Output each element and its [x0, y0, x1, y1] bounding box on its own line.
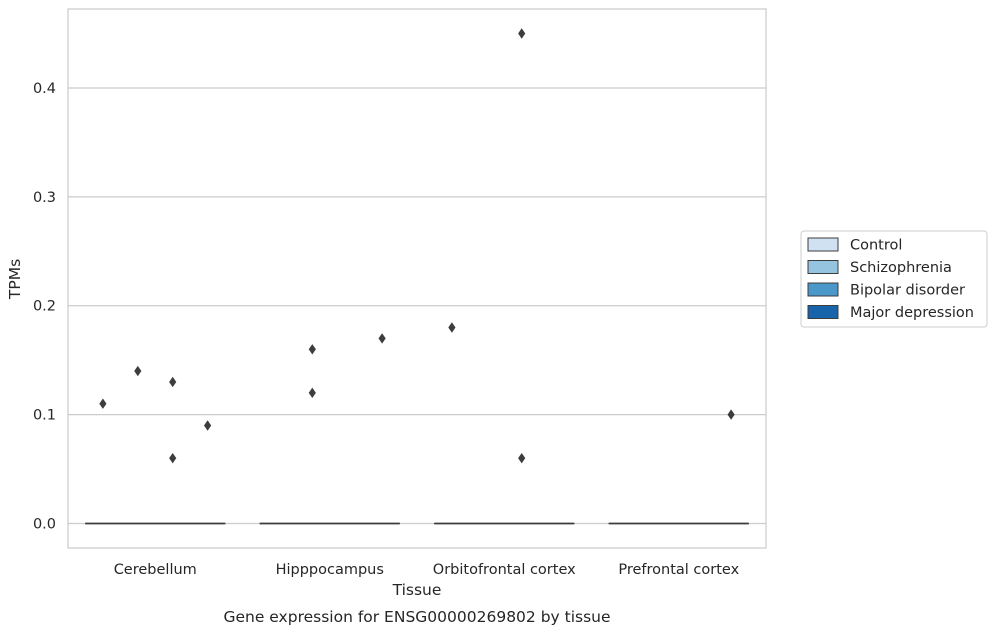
legend-label: Major depression: [850, 305, 974, 321]
y-tick-labels: 0.0 0.1 0.2 0.3 0.4: [33, 81, 56, 533]
x-tick-labels: Cerebellum Hipppocampus Orbitofrontal cort…: [114, 562, 740, 578]
outlier-point: [308, 344, 316, 355]
legend: Control Schizophrenia Bipolar disorder Majo…: [800, 230, 988, 328]
legend-frame: [800, 230, 988, 328]
chart-caption: Gene expression for ENSG00000269802 by t…: [223, 608, 610, 626]
outlier-point: [448, 322, 456, 333]
outlier-point: [727, 409, 735, 420]
x-tick-label: Cerebellum: [114, 562, 197, 578]
x-tick-label: Orbitofrontal cortex: [433, 562, 576, 578]
outlier-point: [99, 398, 107, 409]
x-tick-label: Hipppocampus: [276, 562, 384, 578]
y-tick-label: 0.2: [33, 299, 56, 315]
outlier-point: [518, 28, 526, 39]
outlier-point: [204, 420, 212, 431]
outlier-point: [518, 452, 526, 464]
legend-swatch: [807, 237, 839, 252]
outlier-point: [169, 452, 177, 464]
outlier-point: [308, 387, 316, 399]
outlier-point: [378, 333, 386, 344]
y-tick-label: 0.4: [33, 81, 56, 97]
x-tick-label: Prefrontal cortex: [618, 562, 739, 578]
legend-label: Control: [850, 238, 902, 254]
y-tick-label: 0.1: [33, 408, 56, 424]
outlier-point: [134, 365, 142, 377]
outlier-points: [99, 28, 735, 464]
outlier-point: [169, 376, 177, 388]
legend-swatch: [807, 260, 839, 274]
legend-label: Bipolar disorder: [850, 283, 965, 299]
y-axis-label: TPMs: [6, 259, 24, 300]
y-tick-label: 0.0: [33, 517, 56, 533]
x-axis-label: Tissue: [392, 581, 442, 599]
legend-swatch: [807, 282, 839, 297]
y-tick-label: 0.3: [33, 190, 56, 206]
legend-label: Schizophrenia: [850, 260, 952, 276]
legend-swatch: [807, 305, 839, 319]
plot-frame: [67, 8, 767, 549]
